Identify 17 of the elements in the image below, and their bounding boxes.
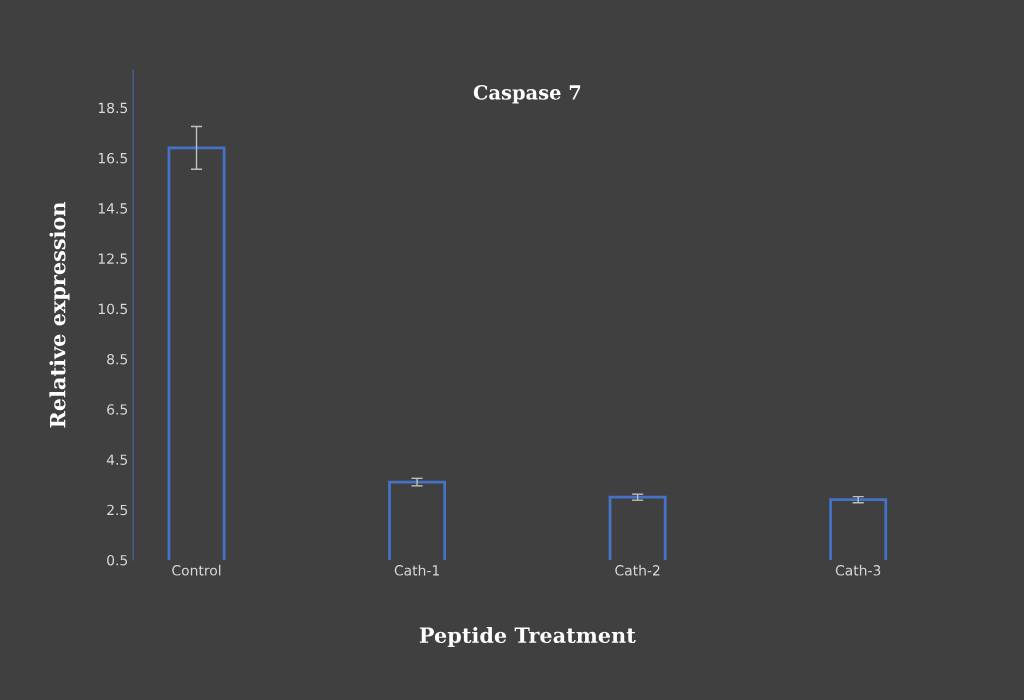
y-tick-label: 14.5: [98, 203, 128, 214]
text: Caspase 7: [473, 85, 581, 104]
x-axis-title: Peptide Treatment: [419, 626, 636, 648]
x-tick-label: Cath-3: [835, 564, 881, 576]
y-tick-label: 16.5: [98, 152, 128, 164]
y-axis-title: Relative expression: [49, 201, 70, 428]
y-tick-label: 4.5: [106, 454, 128, 465]
x-tick-label: Cath-1: [394, 564, 439, 576]
x-tick-label: Cath-2: [615, 564, 660, 576]
y-tick-label: 6.5: [107, 404, 128, 415]
y-tick-label: 12.5: [98, 253, 128, 264]
y-tick-label: 8.5: [107, 353, 128, 365]
y-tick-label: 2.5: [107, 504, 128, 516]
y-tick-label: 18.5: [98, 102, 128, 114]
x-tick-label: Control: [172, 564, 221, 576]
y-tick-label: 10.5: [98, 303, 128, 315]
y-tick-label: 0.5: [107, 554, 128, 566]
